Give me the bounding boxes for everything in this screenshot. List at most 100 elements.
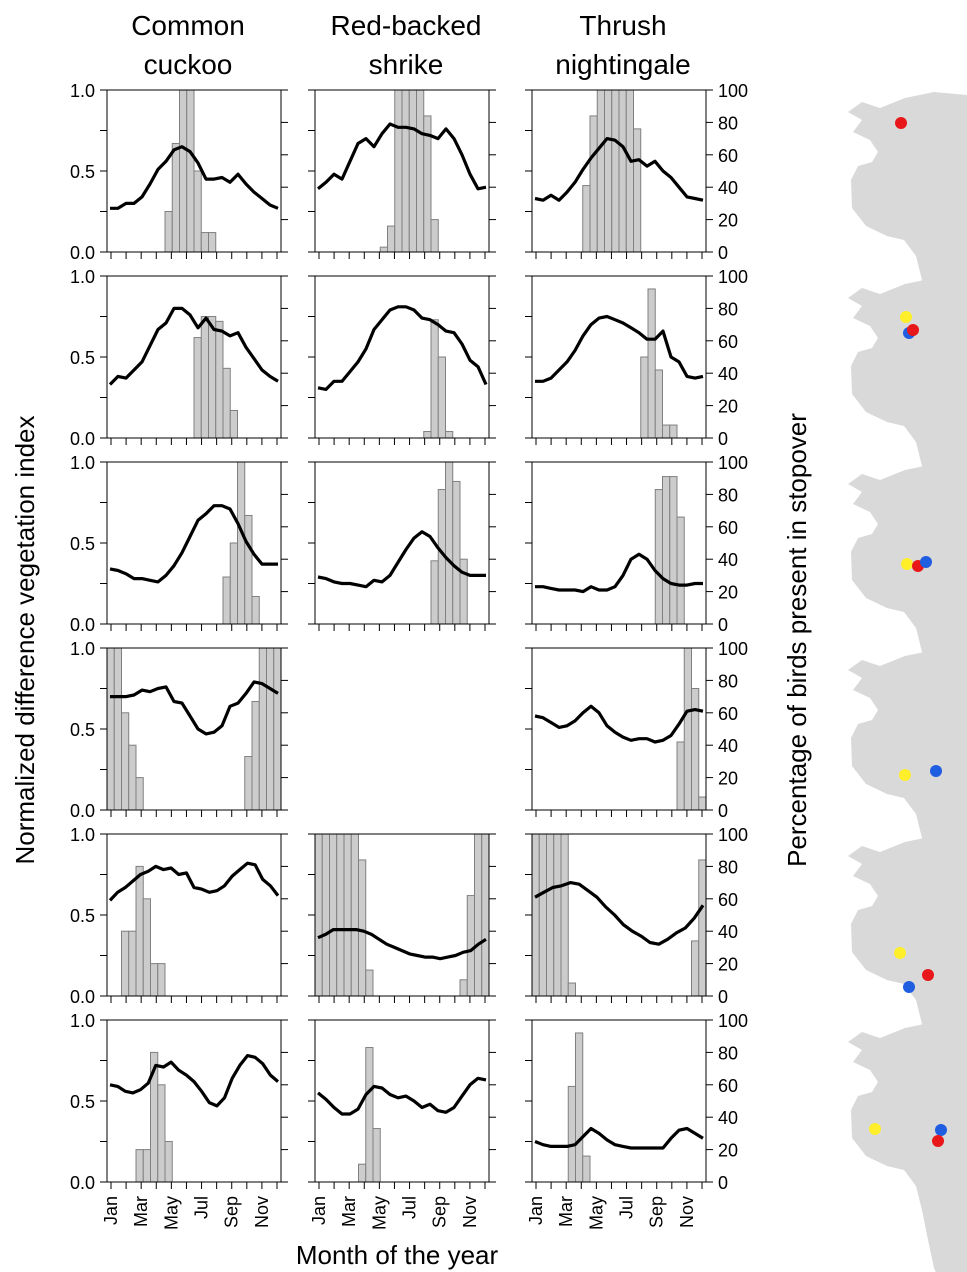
panel-r3-common-cuckoo-bar-18 (237, 461, 246, 625)
panel-r3-common-cuckoo-bar-20 (251, 595, 260, 625)
panel-r2-thrush-nightingale-bar-18 (662, 424, 671, 439)
col-title-cuckoo-line1: Common (131, 10, 245, 41)
panel-r5-red-backed-shrike-bar-7 (365, 969, 374, 997)
panel-r5-thrush-nightingale-rlabel-0: 0 (718, 987, 728, 1007)
col-title-shrike-line1: Red-backed (331, 10, 482, 41)
panel-r6-thrush-nightingale-month-4: Sep (647, 1196, 667, 1228)
panel-r6-common-cuckoo: 0.0 0.5 1.0 Jan Mar May Jul Sep Nov (70, 1011, 288, 1230)
map-row-4-dot-yellow (899, 769, 911, 781)
panel-r5-thrush-nightingale-bar-23 (698, 859, 707, 997)
panel-r6-common-cuckoo-bar-5 (142, 1149, 151, 1183)
panel-r5-red-backed-shrike-bar-20 (459, 979, 468, 997)
panel-r6-thrush-nightingale: 0 20 40 60 80 100 Jan Mar May Jul Sep Nov (525, 1011, 748, 1230)
panel-r3-thrush-nightingale-bar-20 (676, 516, 685, 625)
panel-r5-red-backed-shrike (308, 833, 496, 1003)
panel-r4-common-cuckoo-ylabel-1: 0.5 (70, 720, 95, 740)
panel-r4-thrush-nightingale: 0 20 40 60 80 100 (525, 639, 748, 821)
panel-r3-thrush-nightingale-rlabel-4: 80 (718, 485, 738, 505)
panel-r6-common-cuckoo-bar-7 (157, 1084, 166, 1183)
panel-r1-common-cuckoo-ylabel-0: 0.0 (70, 243, 95, 263)
map-row-4-dot-blue (930, 765, 942, 777)
panel-r4-thrush-nightingale-rlabel-1: 20 (718, 769, 738, 789)
panel-r6-common-cuckoo-month-2: May (161, 1196, 181, 1230)
panel-r6-red-backed-shrike-bar-8 (372, 1128, 381, 1183)
map-row-3-dot-yellow (901, 558, 913, 570)
panel-r3-thrush-nightingale-rlabel-3: 60 (718, 518, 738, 538)
panel-r2-common-cuckoo-ylabel-1: 0.5 (70, 348, 95, 368)
panel-r6-thrush-nightingale-month-3: Jul (617, 1196, 637, 1219)
panel-r2-common-cuckoo-ndvi-line (108, 306, 279, 386)
panel-r6-thrush-nightingale-rlabel-5: 100 (718, 1011, 748, 1031)
panel-r6-red-backed-shrike-month-1: Mar (339, 1196, 359, 1227)
panel-r5-common-cuckoo-bar-4 (135, 865, 144, 997)
panel-r3-red-backed-shrike-bar-19 (452, 480, 461, 625)
panel-r4-thrush-nightingale-rlabel-4: 80 (718, 671, 738, 691)
panel-r6-common-cuckoo-ylabel-1: 0.5 (70, 1092, 95, 1112)
map-row-2-dot-red (907, 324, 919, 336)
y-axis-label-right: Percentage of birds present in stopover (782, 413, 812, 867)
col-title-cuckoo-line2: cuckoo (144, 49, 233, 80)
panel-r1-common-cuckoo-bar-11 (186, 89, 195, 253)
panel-r2-common-cuckoo-ylabel-0: 0.0 (70, 429, 95, 449)
panel-r2-red-backed-shrike-bar-17 (437, 356, 446, 439)
panel-r3-common-cuckoo-bar-17 (229, 542, 238, 625)
panel-r2-thrush-nightingale-rlabel-2: 40 (718, 364, 738, 384)
panel-r3-thrush-nightingale-bar-17 (654, 489, 663, 625)
panel-r3-red-backed-shrike (308, 461, 496, 631)
panel-r2-common-cuckoo-bar-12 (193, 337, 202, 439)
panel-r3-thrush-nightingale-rlabel-2: 40 (718, 550, 738, 570)
panel-r5-thrush-nightingale-bar-1 (538, 833, 547, 997)
panel-r1-red-backed-shrike-bar-13 (408, 89, 417, 253)
panel-r3-thrush-nightingale-rlabel-1: 20 (718, 583, 738, 603)
panel-r5-thrush-nightingale-rlabel-5: 100 (718, 825, 748, 845)
panel-r5-red-backed-shrike-bar-0 (314, 833, 323, 997)
panel-r3-common-cuckoo-ndvi-line (109, 504, 278, 584)
panel-r2-common-cuckoo-bar-17 (229, 409, 238, 439)
panel-r4-common-cuckoo-bar-1 (113, 647, 122, 811)
panel-r2-thrush-nightingale-bar-17 (654, 369, 663, 439)
panel-r5-thrush-nightingale-bar-2 (546, 833, 555, 997)
panel-r5-common-cuckoo-ndvi-line (108, 861, 280, 902)
panel-r3-common-cuckoo: 0.0 0.5 1.0 (70, 453, 288, 635)
panel-r1-red-backed-shrike-bar-14 (416, 89, 425, 253)
panel-r1-thrush-nightingale-bar-8 (589, 115, 598, 253)
panel-r1-common-cuckoo-bar-12 (193, 170, 202, 253)
panel-r6-thrush-nightingale-month-5: Nov (677, 1196, 697, 1228)
panel-r3-red-backed-shrike-bar-20 (459, 558, 468, 625)
panel-r1-thrush-nightingale-ndvi-line (534, 137, 704, 202)
panel-r4-thrush-nightingale-bar-21 (683, 647, 692, 811)
panel-r2-common-cuckoo-bar-16 (222, 367, 231, 439)
panel-r1-red-backed-shrike-bar-11 (394, 89, 403, 253)
panel-r4-common-cuckoo: 0.0 0.5 1.0 (70, 639, 288, 821)
panel-r5-common-cuckoo-bar-5 (142, 898, 151, 997)
panel-r6-common-cuckoo-bar-4 (135, 1149, 144, 1183)
panel-r1-thrush-nightingale-rlabel-0: 0 (718, 243, 728, 263)
map-row-2-dot-yellow (900, 311, 912, 323)
panel-r5-thrush-nightingale-bar-5 (567, 982, 576, 997)
panel-r2-thrush-nightingale-rlabel-5: 100 (718, 267, 748, 287)
panel-r4-common-cuckoo-bar-19 (244, 756, 253, 811)
panel-r3-common-cuckoo-ylabel-1: 0.5 (70, 534, 95, 554)
map-row-6 (848, 1022, 967, 1272)
panel-r5-common-cuckoo-ylabel-1: 0.5 (70, 906, 95, 926)
panel-r1-thrush-nightingale-bar-11 (611, 89, 620, 253)
panel-r6-thrush-nightingale-ndvi-line (534, 1126, 704, 1150)
panel-r5-thrush-nightingale-bar-4 (560, 833, 569, 997)
panel-r1-common-cuckoo-ndvi-line (110, 145, 279, 210)
panel-r5-red-backed-shrike-bar-21 (466, 895, 475, 997)
panel-r4-common-cuckoo-bar-3 (128, 744, 137, 811)
map-row-6-dot-yellow (869, 1123, 881, 1135)
panel-r1-red-backed-shrike-bar-12 (401, 89, 410, 253)
panel-r6-common-cuckoo-ylabel-0: 0.0 (70, 1173, 95, 1193)
panel-r1-common-cuckoo-bar-9 (171, 142, 180, 253)
panel-r5-thrush-nightingale-rlabel-2: 40 (718, 922, 738, 942)
panel-r1-thrush-nightingale-bar-7 (582, 185, 591, 253)
panel-r4-common-cuckoo-bar-0 (106, 647, 115, 811)
panel-r4-common-cuckoo-ylabel-2: 1.0 (70, 639, 95, 659)
panel-r1-thrush-nightingale-bar-12 (618, 89, 627, 253)
panel-r6-thrush-nightingale-bar-7 (582, 1155, 591, 1183)
panel-r5-thrush-nightingale-rlabel-1: 20 (718, 955, 738, 975)
panel-r5-common-cuckoo-bar-3 (128, 930, 137, 997)
panel-r2-red-backed-shrike-bar-15 (423, 431, 432, 439)
panel-r5-red-backed-shrike-bar-3 (336, 833, 345, 997)
